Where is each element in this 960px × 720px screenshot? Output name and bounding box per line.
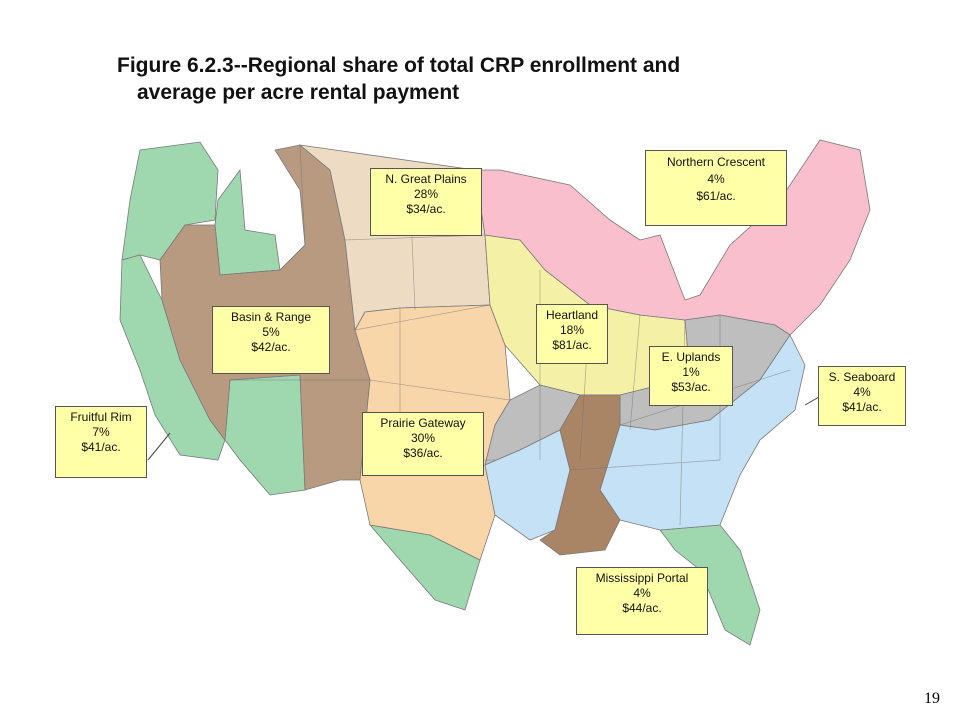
region-fruitful-rim-california bbox=[119, 254, 226, 461]
region-share: 4% bbox=[633, 586, 651, 600]
region-southern-seaboard bbox=[599, 334, 806, 531]
region-rent: $44/ac. bbox=[622, 601, 662, 615]
region-fruitful-rim-arizona bbox=[224, 374, 306, 496]
region-name: Fruitful Rim bbox=[70, 410, 132, 424]
region-name: Mississippi Portal bbox=[595, 571, 689, 585]
page-number: 19 bbox=[924, 690, 940, 707]
region-fruitful-rim-florida bbox=[659, 524, 761, 646]
region-rent: $81/ac. bbox=[552, 338, 592, 352]
label-heartland: Heartland 18% $81/ac. bbox=[536, 304, 608, 364]
region-share: 1% bbox=[682, 365, 700, 379]
region-rent: $41/ac. bbox=[81, 440, 121, 454]
label-fruitful-rim: Fruitful Rim 7% $41/ac. bbox=[55, 406, 147, 478]
region-rent: $42/ac. bbox=[251, 340, 291, 354]
region-share: 28% bbox=[413, 187, 439, 201]
region-share: 4% bbox=[707, 172, 725, 186]
label-northern-crescent: Northern Crescent 4% $61/ac. bbox=[645, 150, 787, 226]
region-rent: $34/ac. bbox=[406, 202, 446, 216]
region-name: E. Uplands bbox=[661, 350, 721, 364]
region-name: Basin & Range bbox=[230, 310, 312, 324]
label-southern-seaboard: S. Seaboard 4% $41/ac. bbox=[818, 366, 906, 426]
region-mississippi-portal bbox=[539, 394, 621, 556]
region-share: 4% bbox=[853, 385, 871, 399]
label-eastern-uplands: E. Uplands 1% $53/ac. bbox=[649, 346, 733, 406]
figure-title-line-1: Figure 6.2.3--Regional share of total CR… bbox=[117, 54, 681, 77]
region-share: 5% bbox=[262, 325, 280, 339]
figure-title: Figure 6.2.3--Regional share of total CR… bbox=[117, 52, 817, 106]
region-name: N. Great Plains bbox=[385, 172, 467, 186]
region-name: Northern Crescent bbox=[666, 155, 766, 169]
label-northern-great-plains: N. Great Plains 28% $34/ac. bbox=[370, 168, 482, 236]
label-prairie-gateway: Prairie Gateway 30% $36/ac. bbox=[362, 412, 484, 476]
region-fruitful-rim-idaho bbox=[214, 168, 281, 276]
region-name: S. Seaboard bbox=[828, 370, 896, 384]
region-share: 18% bbox=[559, 323, 585, 337]
region-share: 7% bbox=[92, 425, 110, 439]
region-name: Heartland bbox=[545, 308, 599, 322]
label-mississippi-portal: Mississippi Portal 4% $44/ac. bbox=[576, 567, 708, 635]
region-rent: $61/ac. bbox=[696, 189, 736, 203]
region-name: Prairie Gateway bbox=[380, 416, 466, 430]
region-rent: $53/ac. bbox=[671, 380, 711, 394]
region-rent: $36/ac. bbox=[403, 446, 443, 460]
region-northern-crescent bbox=[474, 139, 871, 336]
figure-title-line-2: average per acre rental payment bbox=[137, 81, 460, 104]
region-share: 30% bbox=[410, 431, 436, 445]
label-basin-range: Basin & Range 5% $42/ac. bbox=[212, 306, 330, 374]
region-rent: $41/ac. bbox=[842, 400, 882, 414]
